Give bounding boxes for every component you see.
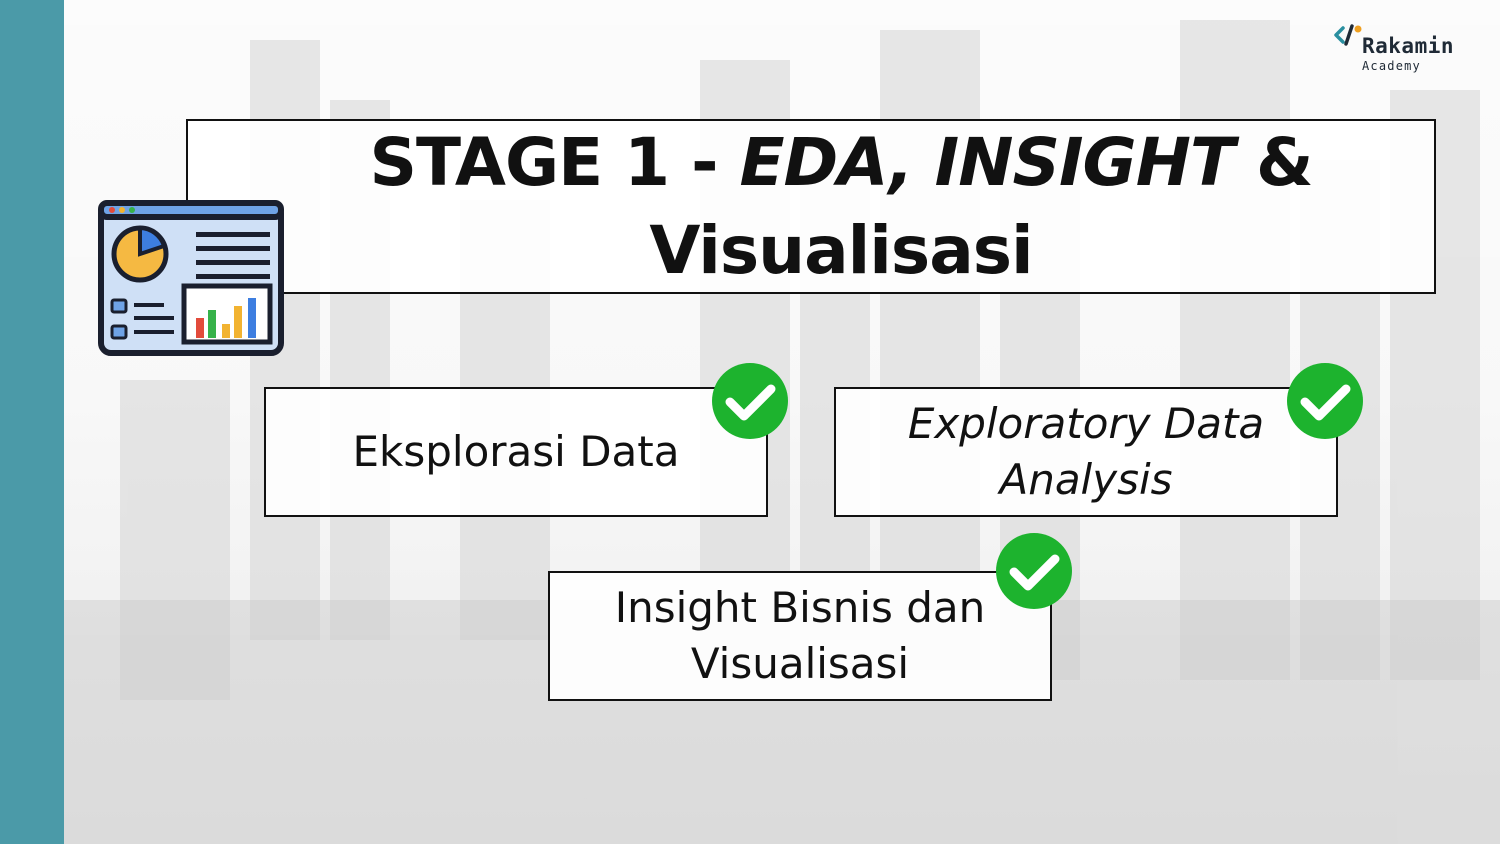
rakamin-logo-mark-icon: [1334, 24, 1362, 46]
card-exploratory-data-analysis: Exploratory Data Analysis: [834, 387, 1338, 517]
card-insight-bisnis: Insight Bisnis dan Visualisasi: [548, 571, 1052, 701]
card-eksplorasi-data: Eksplorasi Data: [264, 387, 768, 517]
card-label: Exploratory Data Analysis: [907, 399, 1265, 504]
check-circle-icon: [1287, 363, 1363, 439]
side-accent-bar: [0, 0, 64, 844]
title-box: STAGE 1 - EDA, INSIGHT & Visualisasi: [186, 119, 1436, 294]
title-part-2: EDA, INSIGHT: [739, 123, 1235, 201]
check-circle-icon: [996, 533, 1072, 609]
page-title: STAGE 1 - EDA, INSIGHT & Visualisasi: [369, 119, 1314, 295]
logo-subtitle: Academy: [1362, 59, 1421, 73]
card-label: Eksplorasi Data: [352, 427, 680, 476]
title-part-1: STAGE 1 -: [369, 123, 740, 201]
title-line-2: Visualisasi: [649, 211, 1033, 289]
rakamin-logo: Rakamin Academy: [1334, 24, 1484, 76]
card-label: Insight Bisnis dan Visualisasi: [614, 583, 986, 688]
check-circle-icon: [712, 363, 788, 439]
title-part-3: &: [1234, 123, 1314, 201]
logo-name: Rakamin: [1362, 34, 1455, 58]
dashboard-icon: [98, 200, 284, 356]
